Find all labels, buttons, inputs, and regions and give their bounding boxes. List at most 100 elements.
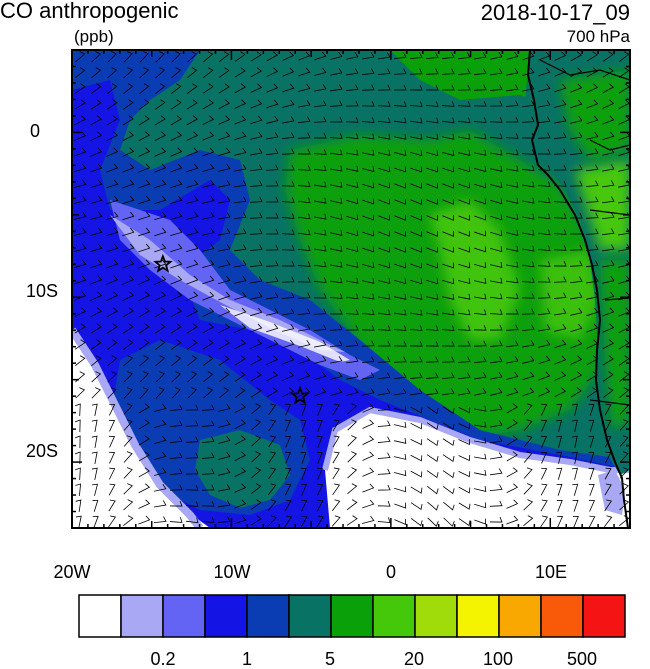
wind-barb: [300, 419, 307, 432]
wind-barb: [618, 355, 630, 366]
wind-barb: [218, 228, 231, 236]
wind-barb: [234, 83, 246, 94]
wind-barb: [604, 499, 613, 512]
wind-barb: [571, 451, 578, 464]
wind-barb: [490, 372, 503, 380]
wind-barb: [122, 291, 135, 302]
wind-barb: [410, 214, 423, 221]
wind-barb: [490, 246, 503, 253]
wind-barb: [473, 84, 487, 91]
wind-barb: [265, 244, 279, 251]
wind-barb: [523, 451, 533, 463]
wind-barb: [106, 131, 119, 142]
wind-barb: [393, 340, 407, 347]
wind-barb: [442, 309, 455, 316]
wind-barb: [425, 340, 439, 347]
wind-barb: [106, 211, 119, 221]
wind-barb: [426, 262, 439, 269]
wind-barb: [122, 147, 135, 157]
wind-barb: [75, 51, 86, 63]
wind-barb: [537, 261, 551, 267]
wind-barb: [556, 451, 563, 464]
wind-barb: [75, 67, 86, 79]
wind-barb: [441, 52, 455, 60]
colorbar-tick-label: 5: [324, 649, 336, 669]
wind-barb: [393, 52, 407, 60]
wind-barb: [506, 371, 519, 380]
wind-barb: [426, 454, 439, 463]
wind-barb: [186, 195, 199, 204]
wind-barb: [187, 67, 198, 79]
wind-barb: [250, 67, 262, 78]
wind-barb: [171, 387, 181, 399]
wind-barb: [313, 132, 327, 139]
wind-barb: [313, 165, 327, 172]
wind-barb: [538, 355, 551, 365]
wind-barb: [490, 356, 503, 364]
wind-barb: [154, 403, 167, 412]
wind-barb: [571, 419, 578, 432]
wind-barb: [377, 452, 391, 459]
wind-barb: [361, 100, 375, 107]
wind-barb: [251, 419, 262, 431]
wind-barb: [330, 371, 343, 380]
wind-barb: [378, 246, 391, 253]
wind-barb: [74, 275, 87, 285]
wind-barb: [378, 150, 391, 156]
wind-barb: [346, 230, 359, 237]
x-tick-label: 10E: [535, 562, 567, 582]
wind-barb: [282, 67, 295, 77]
wind-barb: [266, 99, 279, 109]
wind-barb: [572, 515, 579, 528]
wind-barb: [234, 51, 246, 62]
wind-barb: [426, 133, 439, 140]
wind-barb: [457, 84, 471, 91]
wind-barb: [394, 388, 407, 396]
wind-barb: [170, 259, 183, 269]
wind-barb: [171, 67, 182, 79]
wind-barb: [314, 197, 327, 204]
wind-barb: [138, 243, 151, 253]
wind-barb: [170, 227, 183, 237]
wind-barb: [74, 323, 86, 334]
wind-barb: [332, 467, 340, 480]
wind-barb: [362, 515, 375, 524]
wind-barb: [297, 148, 311, 155]
wind-barb: [301, 499, 308, 512]
wind-barb: [522, 355, 535, 364]
wind-barb: [314, 84, 327, 92]
wind-barb: [122, 163, 135, 173]
wind-barb: [588, 435, 595, 448]
wind-barb: [298, 100, 311, 108]
wind-barb: [281, 148, 295, 155]
wind-barb: [522, 371, 535, 381]
wind-barb: [90, 227, 103, 236]
wind-barb: [138, 275, 151, 285]
wind-barb: [330, 68, 343, 76]
wind-barb: [586, 131, 599, 140]
wind-barb: [122, 179, 135, 189]
wind-barb: [218, 484, 231, 492]
wind-barb: [474, 388, 487, 396]
wind-barb: [442, 293, 455, 300]
wind-barb: [330, 261, 343, 268]
wind-barb: [234, 131, 247, 141]
wind-barb: [74, 179, 87, 188]
wind-barb: [506, 356, 519, 364]
wind-barb: [426, 422, 439, 430]
wind-barb: [346, 246, 359, 253]
colorbar: [78, 594, 626, 638]
wind-barb: [473, 325, 487, 331]
wind-barb: [457, 356, 471, 363]
wind-barb: [362, 467, 375, 477]
wind-barb: [426, 182, 439, 189]
wind-barb: [218, 260, 231, 268]
wind-barb: [234, 323, 247, 333]
wind-barb: [537, 276, 551, 283]
wind-barb: [314, 51, 327, 61]
wind-barb: [506, 165, 519, 172]
wind-barb: [313, 149, 327, 155]
wind-barb: [506, 245, 519, 252]
wind-barb: [345, 309, 359, 315]
wind-barb: [218, 355, 230, 366]
